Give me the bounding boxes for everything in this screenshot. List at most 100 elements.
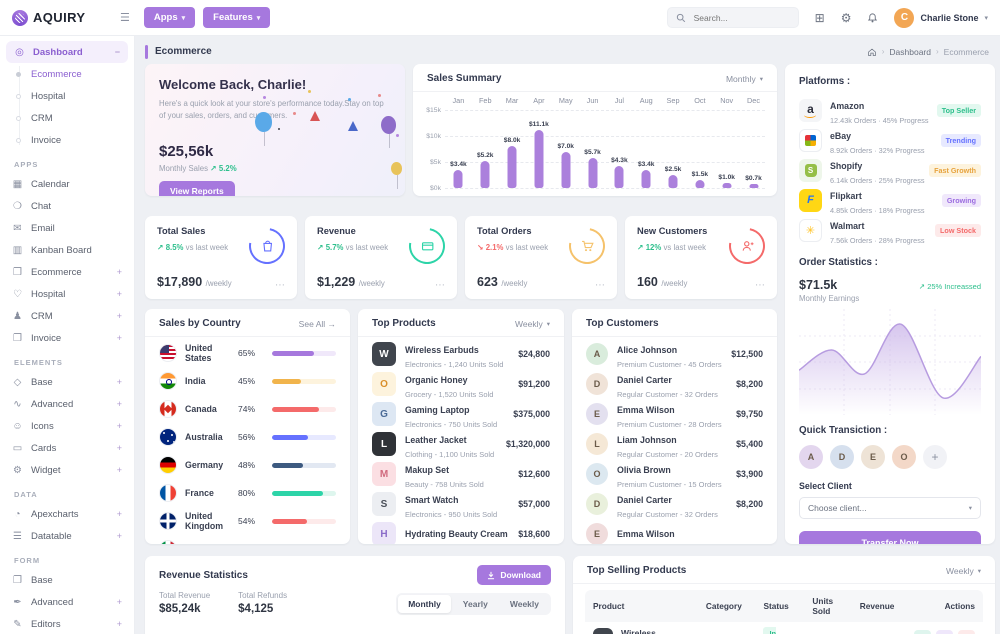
sidebar-item[interactable]: ✎ Editors +: [13, 618, 122, 630]
transfer-now-button[interactable]: Transfer Now: [799, 531, 981, 544]
search-input[interactable]: [691, 11, 790, 24]
expand-plus-icon: +: [116, 377, 122, 387]
notifications-bell-icon[interactable]: [867, 12, 878, 24]
platform-row[interactable]: S Shopify 6.14k Orders · 25% Progress Fas…: [799, 155, 981, 185]
more-options-icon[interactable]: ⋯: [755, 280, 765, 291]
top-products-filter[interactable]: Weekly ▾: [515, 318, 550, 329]
breadcrumb-current: Ecommerce: [943, 46, 989, 57]
sidebar-toggle-icon[interactable]: ☰: [120, 12, 130, 24]
sidebar-item-dashboard[interactable]: ◎ Dashboard −: [6, 41, 128, 63]
platform-logo: a: [799, 98, 822, 122]
customer-row[interactable]: A Alice Johnson Premium Customer - 45 Ord…: [586, 339, 763, 369]
more-options-icon[interactable]: ⋯: [595, 280, 605, 291]
home-icon[interactable]: [867, 47, 877, 57]
product-row[interactable]: S Smart Watch Electronics - 950 Units Sol…: [372, 489, 550, 519]
platform-row[interactable]: eBay 8.92k Orders · 32% Progress Trending: [799, 125, 981, 155]
tab-weekly[interactable]: Weekly: [509, 599, 539, 609]
sidebar-item[interactable]: ❒ Ecommerce +: [13, 266, 122, 278]
selling-products-filter[interactable]: Weekly ▾: [946, 565, 981, 576]
page-title: Ecommerce: [155, 46, 212, 57]
monthly-earnings-label: Monthly Earnings: [799, 294, 860, 303]
delete-icon[interactable]: [958, 629, 975, 634]
sidebar-section-elements: ELEMENTS ◇ Base + ∿ Advanced + ☺ Icons +: [0, 349, 134, 481]
sidebar-item[interactable]: ❐ Base: [13, 574, 53, 586]
apps-menu-button[interactable]: Apps ▾: [143, 7, 196, 28]
customer-avatar: D: [586, 493, 608, 515]
product-row[interactable]: L Leather Jacket Clothing - 1,100 Units S…: [372, 429, 550, 459]
sidebar-item[interactable]: ♡ Hospital +: [13, 288, 122, 300]
bullet-icon: [16, 115, 21, 121]
country-progress-bar: [272, 462, 336, 468]
selling-products-table: Product Category Status Units Sold Reven…: [585, 590, 983, 634]
search-box[interactable]: [666, 7, 799, 28]
more-options-icon[interactable]: ⋯: [435, 280, 445, 291]
sidebar-item-hospital[interactable]: Hospital: [0, 85, 134, 107]
customer-row[interactable]: E Emma Wilson Premium Customer - 28 Order…: [586, 399, 763, 429]
sales-bar-sep: Sep $2.5k: [660, 96, 687, 188]
sidebar-item[interactable]: ▦ Calendar: [12, 178, 70, 190]
breadcrumb-dashboard[interactable]: Dashboard: [889, 46, 931, 57]
add-client-button[interactable]: +: [923, 445, 947, 469]
form-base-icon: ❐: [13, 574, 22, 586]
sidebar-item[interactable]: ◇ Base +: [13, 376, 122, 388]
sidebar-item[interactable]: ❐ Invoice +: [13, 332, 122, 344]
product-row[interactable]: G Gaming Laptop Electronics - 750 Units S…: [372, 399, 550, 429]
sidebar-item[interactable]: ♟ CRM +: [13, 310, 122, 322]
sidebar-item[interactable]: ❍ Chat: [13, 200, 52, 212]
platform-row[interactable]: a Amazon 12.43k Orders · 45% Progress Top…: [799, 95, 981, 125]
sidebar-item[interactable]: ✉ Email: [13, 222, 55, 234]
features-menu-button[interactable]: Features ▾: [203, 7, 271, 28]
sidebar-item[interactable]: ▥ Kanban Board: [12, 244, 92, 256]
client-avatar[interactable]: O: [892, 445, 916, 469]
sidebar-item[interactable]: ☰ Datatable +: [13, 530, 122, 542]
sidebar-item[interactable]: ✒ Advanced +: [13, 596, 122, 608]
sidebar-item-crm[interactable]: CRM: [0, 107, 134, 129]
product-row[interactable]: O Organic Honey Grocery - 1,520 Units Sol…: [372, 369, 550, 399]
download-button[interactable]: Download: [477, 565, 551, 585]
sidebar-item[interactable]: ∿ Advanced +: [13, 398, 122, 410]
sales-summary-card: Sales Summary Monthly ▾ $15k $10k $5k $0k Ja…: [413, 64, 777, 196]
customer-row[interactable]: E Emma Wilson: [586, 519, 763, 544]
customer-row[interactable]: D Daniel Carter Regular Customer - 32 Ord…: [586, 369, 763, 399]
sidebar-item-ecommerce[interactable]: Ecommerce: [0, 63, 134, 85]
sidebar-item-invoice[interactable]: Invoice: [0, 129, 134, 151]
view-reports-button[interactable]: View Reports: [159, 181, 235, 196]
platform-row[interactable]: F Flipkart 4.85k Orders · 18% Progress Gr…: [799, 185, 981, 215]
see-all-link[interactable]: See All →: [298, 318, 336, 329]
sidebar-item[interactable]: ▭ Cards +: [12, 442, 122, 454]
product-row[interactable]: H Hydrating Beauty Cream $18,600: [372, 519, 550, 544]
product-row[interactable]: M Makup Set Beauty - 758 Units Sold $12,6…: [372, 459, 550, 489]
user-menu[interactable]: C Charlie Stone ▾: [894, 7, 988, 28]
customer-row[interactable]: O Olivia Brown Premium Customer - 15 Orde…: [586, 459, 763, 489]
sidebar-item[interactable]: ⚙ Widget +: [13, 464, 122, 476]
dashboard-submenu: Ecommerce Hospital CRM Invoice: [0, 63, 134, 151]
client-avatar[interactable]: E: [861, 445, 885, 469]
edit-icon[interactable]: [936, 629, 953, 634]
tab-yearly[interactable]: Yearly: [462, 599, 488, 609]
australia-flag: [159, 428, 177, 446]
editors-icon: ✎: [13, 618, 22, 630]
client-avatar[interactable]: D: [830, 445, 854, 469]
client-avatar[interactable]: A: [799, 445, 823, 469]
tab-monthly[interactable]: Monthly: [398, 595, 451, 613]
chevron-down-icon: ▾: [256, 14, 261, 22]
platform-row[interactable]: ✳ Walmart 7.56k Orders · 28% Progress Low…: [799, 215, 981, 245]
sidebar-item[interactable]: ☺ Icons +: [12, 420, 122, 432]
expand-plus-icon: +: [116, 267, 122, 277]
expand-plus-icon: +: [116, 311, 122, 321]
settings-gear-icon[interactable]: ⚙: [840, 10, 852, 25]
customer-row[interactable]: L Liam Johnson Regular Customer - 20 Orde…: [586, 429, 763, 459]
customer-row[interactable]: D Daniel Carter Regular Customer - 32 Ord…: [586, 489, 763, 519]
client-select[interactable]: Choose client... ▾: [799, 497, 981, 519]
product-row[interactable]: W Wireless Earbuds Electronics - 1,240 Un…: [372, 339, 550, 369]
more-options-icon[interactable]: ⋯: [275, 280, 285, 291]
sales-summary-filter[interactable]: Monthly ▾: [725, 73, 763, 84]
apps-grid-icon[interactable]: ⊞: [814, 10, 825, 25]
view-icon[interactable]: [914, 629, 931, 634]
sidebar-item[interactable]: ◔ Apexcharts +: [0, 503, 134, 525]
india-flag: [159, 372, 177, 390]
brand-logo[interactable]: AQUIRY: [12, 9, 120, 26]
collapse-icon: −: [114, 47, 120, 57]
chat-icon: ❍: [13, 200, 22, 212]
